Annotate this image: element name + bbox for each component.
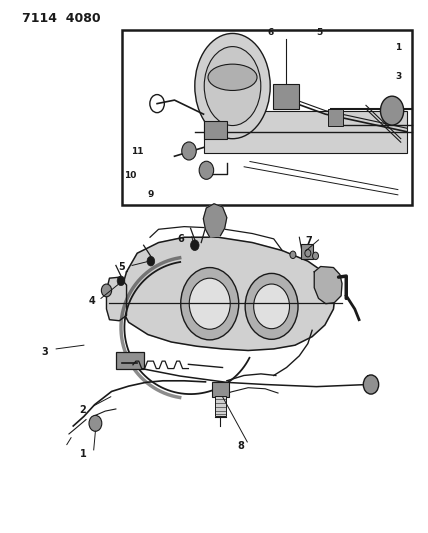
Text: 5: 5: [118, 262, 125, 271]
Text: 3: 3: [395, 71, 401, 80]
Circle shape: [190, 240, 199, 251]
Circle shape: [147, 256, 155, 266]
Text: 6: 6: [268, 28, 273, 37]
Text: 1: 1: [395, 43, 401, 52]
Bar: [273, 84, 299, 109]
Polygon shape: [107, 277, 127, 321]
Bar: [203, 111, 407, 153]
Circle shape: [254, 284, 289, 329]
Text: 2: 2: [80, 405, 86, 415]
Polygon shape: [203, 204, 227, 237]
Bar: [301, 244, 313, 259]
Text: 1: 1: [80, 449, 86, 458]
Circle shape: [305, 249, 311, 257]
Circle shape: [182, 142, 196, 160]
Text: 5: 5: [316, 28, 323, 37]
Text: 8: 8: [238, 441, 244, 451]
Text: 7114  4080: 7114 4080: [22, 12, 101, 26]
Circle shape: [101, 284, 112, 297]
Ellipse shape: [204, 46, 261, 126]
Bar: [212, 382, 229, 397]
Circle shape: [312, 252, 318, 260]
Circle shape: [245, 273, 298, 340]
Circle shape: [189, 278, 230, 329]
Circle shape: [290, 251, 296, 259]
Polygon shape: [119, 237, 336, 351]
Circle shape: [181, 268, 239, 340]
Circle shape: [89, 415, 102, 431]
Text: 4: 4: [88, 296, 95, 306]
Bar: [116, 352, 144, 368]
Bar: [203, 121, 227, 139]
Circle shape: [380, 96, 404, 125]
Circle shape: [199, 161, 214, 179]
Polygon shape: [314, 266, 342, 304]
Text: 9: 9: [148, 190, 154, 199]
Ellipse shape: [208, 64, 257, 91]
Circle shape: [363, 375, 379, 394]
Text: 11: 11: [131, 147, 143, 156]
Circle shape: [117, 276, 125, 286]
Ellipse shape: [195, 34, 270, 139]
Text: 3: 3: [41, 346, 48, 357]
Bar: [215, 396, 226, 416]
Bar: [122, 30, 412, 205]
Bar: [328, 109, 343, 126]
Text: 6: 6: [178, 234, 184, 244]
Text: 7: 7: [306, 236, 312, 246]
Text: 10: 10: [124, 171, 136, 180]
